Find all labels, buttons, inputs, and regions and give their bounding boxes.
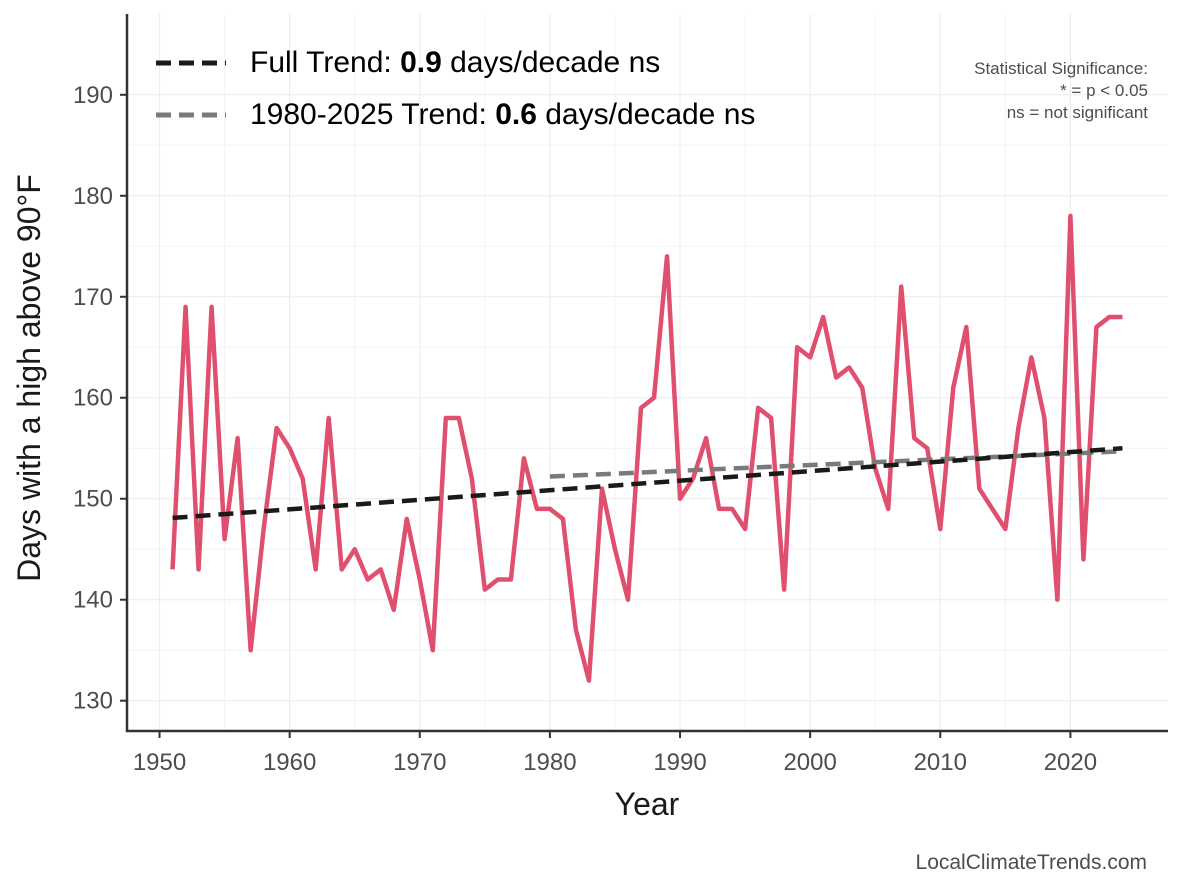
legend-1980-trend-prefix: 1980-2025 Trend: [250, 98, 495, 131]
significance-note-p-value: * = p < 0.05 [1060, 81, 1148, 100]
significance-note-title: Statistical Significance: [974, 59, 1148, 78]
legend-full-trend-prefix: Full Trend: [250, 46, 400, 79]
legend-label-full-trend: Full Trend: 0.9 days/decade ns [250, 46, 660, 79]
gridlines [127, 14, 1168, 731]
significance-note: Statistical Significance: * = p < 0.05 n… [974, 59, 1148, 122]
y-tick-label: 140 [73, 587, 113, 614]
x-axis-title: Year [615, 786, 680, 822]
series-line-days-above-90f [170, 213, 1123, 683]
x-tick-labels: 1950 1960 1970 1980 1990 2000 2010 2020 [133, 749, 1097, 776]
legend-full-trend-suffix: days/decade ns [442, 46, 660, 79]
trend-line-1980-2025 [549, 449, 1123, 479]
y-tick-label: 130 [73, 688, 113, 715]
y-tick-label: 150 [73, 486, 113, 513]
y-tick-label: 190 [73, 82, 113, 109]
trend-line-full [172, 445, 1123, 521]
y-tick-label: 160 [73, 385, 113, 412]
trend-lines [172, 445, 1123, 521]
x-tick-label: 1950 [133, 749, 186, 776]
x-tick-label: 1990 [653, 749, 706, 776]
x-tick-label: 2010 [914, 749, 967, 776]
legend-full-trend-value: 0.9 [400, 46, 442, 79]
legend-1980-trend-value: 0.6 [495, 98, 537, 131]
y-tick-labels: 130 140 150 160 170 180 190 [73, 82, 113, 715]
source-credit: LocalClimateTrends.com [916, 851, 1147, 874]
axes [125, 14, 1168, 733]
y-tick-label: 170 [73, 284, 113, 311]
tick-marks [120, 93, 1072, 738]
x-tick-label: 1960 [263, 749, 316, 776]
x-tick-label: 1970 [393, 749, 446, 776]
legend-label-1980-2025-trend: 1980-2025 Trend: 0.6 days/decade ns [250, 98, 755, 131]
x-tick-label: 1980 [523, 749, 576, 776]
y-axis-title: Days with a high above 90°F [11, 174, 47, 582]
x-tick-label: 2020 [1044, 749, 1097, 776]
x-tick-label: 2000 [783, 749, 836, 776]
y-tick-label: 180 [73, 183, 113, 210]
legend: Full Trend: 0.9 days/decade ns 1980-2025… [156, 46, 755, 131]
legend-1980-trend-suffix: days/decade ns [537, 98, 755, 131]
data-series [170, 213, 1123, 683]
significance-note-ns: ns = not significant [1007, 103, 1149, 122]
